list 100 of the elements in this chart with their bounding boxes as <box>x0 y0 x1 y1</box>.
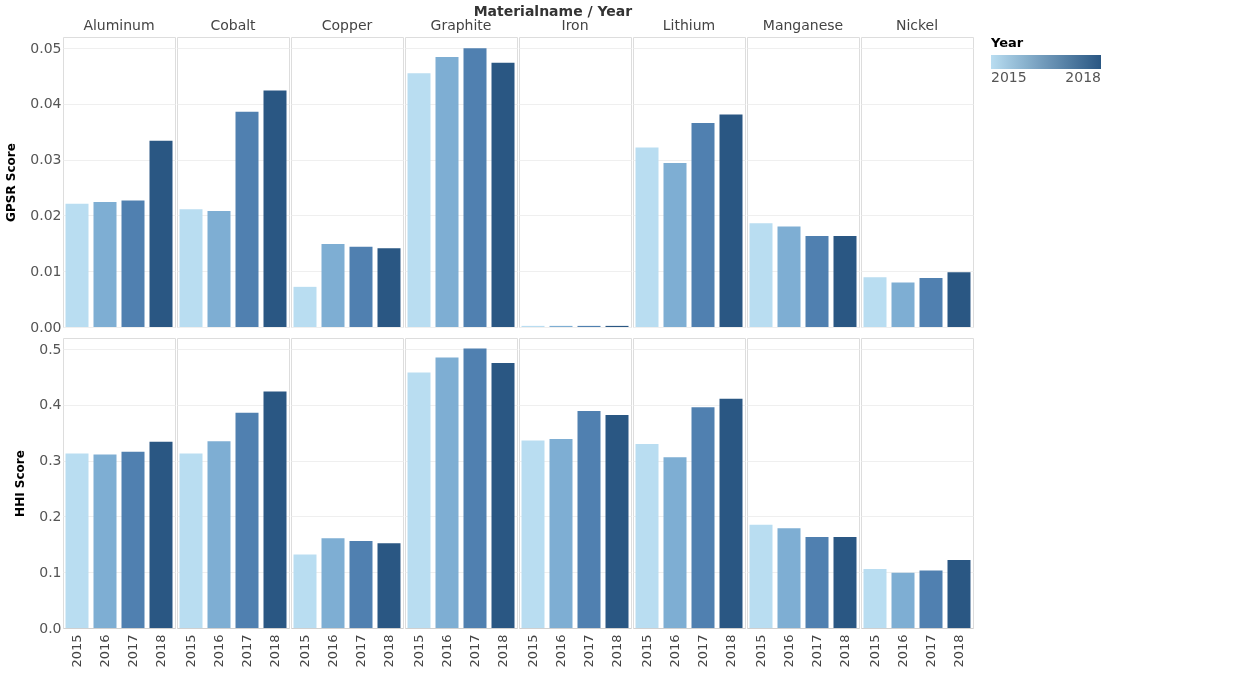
bar <box>293 286 317 327</box>
bar <box>919 277 943 327</box>
x-tick-label: 2018 <box>267 634 282 668</box>
chart-title: Aluminum <box>83 17 155 33</box>
bar <box>65 203 89 327</box>
x-tick-label: 2015 <box>639 634 654 668</box>
x-tick-label: 2017 <box>353 634 368 668</box>
x-tick-label: 2016 <box>781 634 796 668</box>
bar <box>235 111 259 327</box>
x-tick-label: 2015 <box>525 634 540 668</box>
x-tick-label: 2015 <box>753 634 768 668</box>
x-tick-label: 2018 <box>495 634 510 668</box>
chart-title: Graphite <box>430 17 492 33</box>
bar <box>407 372 431 628</box>
bar <box>919 570 943 628</box>
x-tick-label: 2017 <box>467 634 482 668</box>
bar <box>691 122 715 327</box>
chart-title: Iron <box>561 17 589 33</box>
x-tick-label: 2016 <box>97 634 112 668</box>
y-tick-label: 0.3 <box>39 452 62 469</box>
text: Materialname / Year <box>473 2 633 19</box>
bar <box>719 114 743 327</box>
bar <box>719 398 743 628</box>
bar <box>605 414 629 628</box>
x-tick-label: 2018 <box>153 634 168 668</box>
bar <box>377 543 401 628</box>
x-tick-label: 2018 <box>609 634 624 668</box>
chart-title: Lithium <box>662 17 716 33</box>
bar <box>947 272 971 327</box>
y-tick-label: 0.1 <box>39 563 62 580</box>
bar <box>349 246 373 327</box>
bar <box>635 147 659 327</box>
bar <box>179 209 203 327</box>
bar <box>149 140 173 327</box>
x-tick-label: 2015 <box>69 634 84 668</box>
x-tick-label: 2017 <box>695 634 710 668</box>
y-tick-label: 0.01 <box>30 262 62 279</box>
x-tick-label: 2017 <box>581 634 596 668</box>
bar <box>435 357 459 628</box>
bar <box>691 407 715 628</box>
chart-title: Manganese <box>762 17 844 33</box>
bar <box>663 163 687 327</box>
bar <box>263 391 287 628</box>
y-tick-label: 0.0 <box>39 619 62 636</box>
bar <box>407 73 431 327</box>
bar <box>663 457 687 628</box>
chart-title: Nickel <box>895 17 939 33</box>
x-tick-label: 2015 <box>867 634 882 668</box>
x-tick-label: 2018 <box>837 634 852 668</box>
bar <box>207 211 231 327</box>
color-bar-title: Year <box>990 35 1024 50</box>
bar <box>321 538 345 628</box>
x-tick-label: 2017 <box>125 634 140 668</box>
bar <box>293 554 317 628</box>
bar <box>463 48 487 327</box>
x-tick-label: 2016 <box>439 634 454 668</box>
y-tick-label: 0.2 <box>39 507 62 524</box>
bar <box>179 453 203 628</box>
bar <box>863 277 887 327</box>
color-bar-label: 2018 <box>1065 69 1101 85</box>
color-bar-label: 2015 <box>991 69 1027 85</box>
bar <box>947 559 971 628</box>
bar <box>891 282 915 327</box>
x-tick-label: 2017 <box>239 634 254 668</box>
x-tick-label: 2016 <box>325 634 340 668</box>
bar <box>891 572 915 628</box>
x-tick-label: 2018 <box>951 634 966 668</box>
bar <box>235 412 259 628</box>
bar <box>521 440 545 628</box>
bar <box>577 411 601 628</box>
x-tick-label: 2018 <box>723 634 738 668</box>
y-tick-label: 0.05 <box>30 39 62 56</box>
x-tick-label: 2016 <box>211 634 226 668</box>
bar <box>549 438 573 628</box>
bar <box>207 441 231 628</box>
y-axis-title: HHI Score <box>13 450 28 517</box>
y-tick-label: 0.04 <box>30 95 62 112</box>
bar <box>263 90 287 327</box>
x-tick-label: 2016 <box>553 634 568 668</box>
y-tick-label: 0.02 <box>30 206 62 223</box>
y-tick-label: 0.03 <box>30 151 62 168</box>
y-tick-label: 0.5 <box>39 340 62 357</box>
bar <box>121 200 145 327</box>
bar <box>491 62 515 327</box>
y-tick-label: 0.00 <box>30 318 62 335</box>
chart-title: Copper <box>321 17 373 33</box>
x-tick-label: 2015 <box>297 634 312 668</box>
x-tick-label: 2016 <box>667 634 682 668</box>
bar <box>321 243 345 327</box>
y-tick-label: 0.4 <box>39 396 62 413</box>
bar <box>93 202 117 327</box>
x-tick-label: 2018 <box>381 634 396 668</box>
chart-title: Cobalt <box>210 17 257 33</box>
bar <box>491 363 515 628</box>
x-tick-label: 2016 <box>895 634 910 668</box>
bar <box>377 248 401 327</box>
x-tick-label: 2015 <box>411 634 426 668</box>
bar <box>463 348 487 628</box>
bar <box>863 568 887 628</box>
bar <box>349 541 373 628</box>
